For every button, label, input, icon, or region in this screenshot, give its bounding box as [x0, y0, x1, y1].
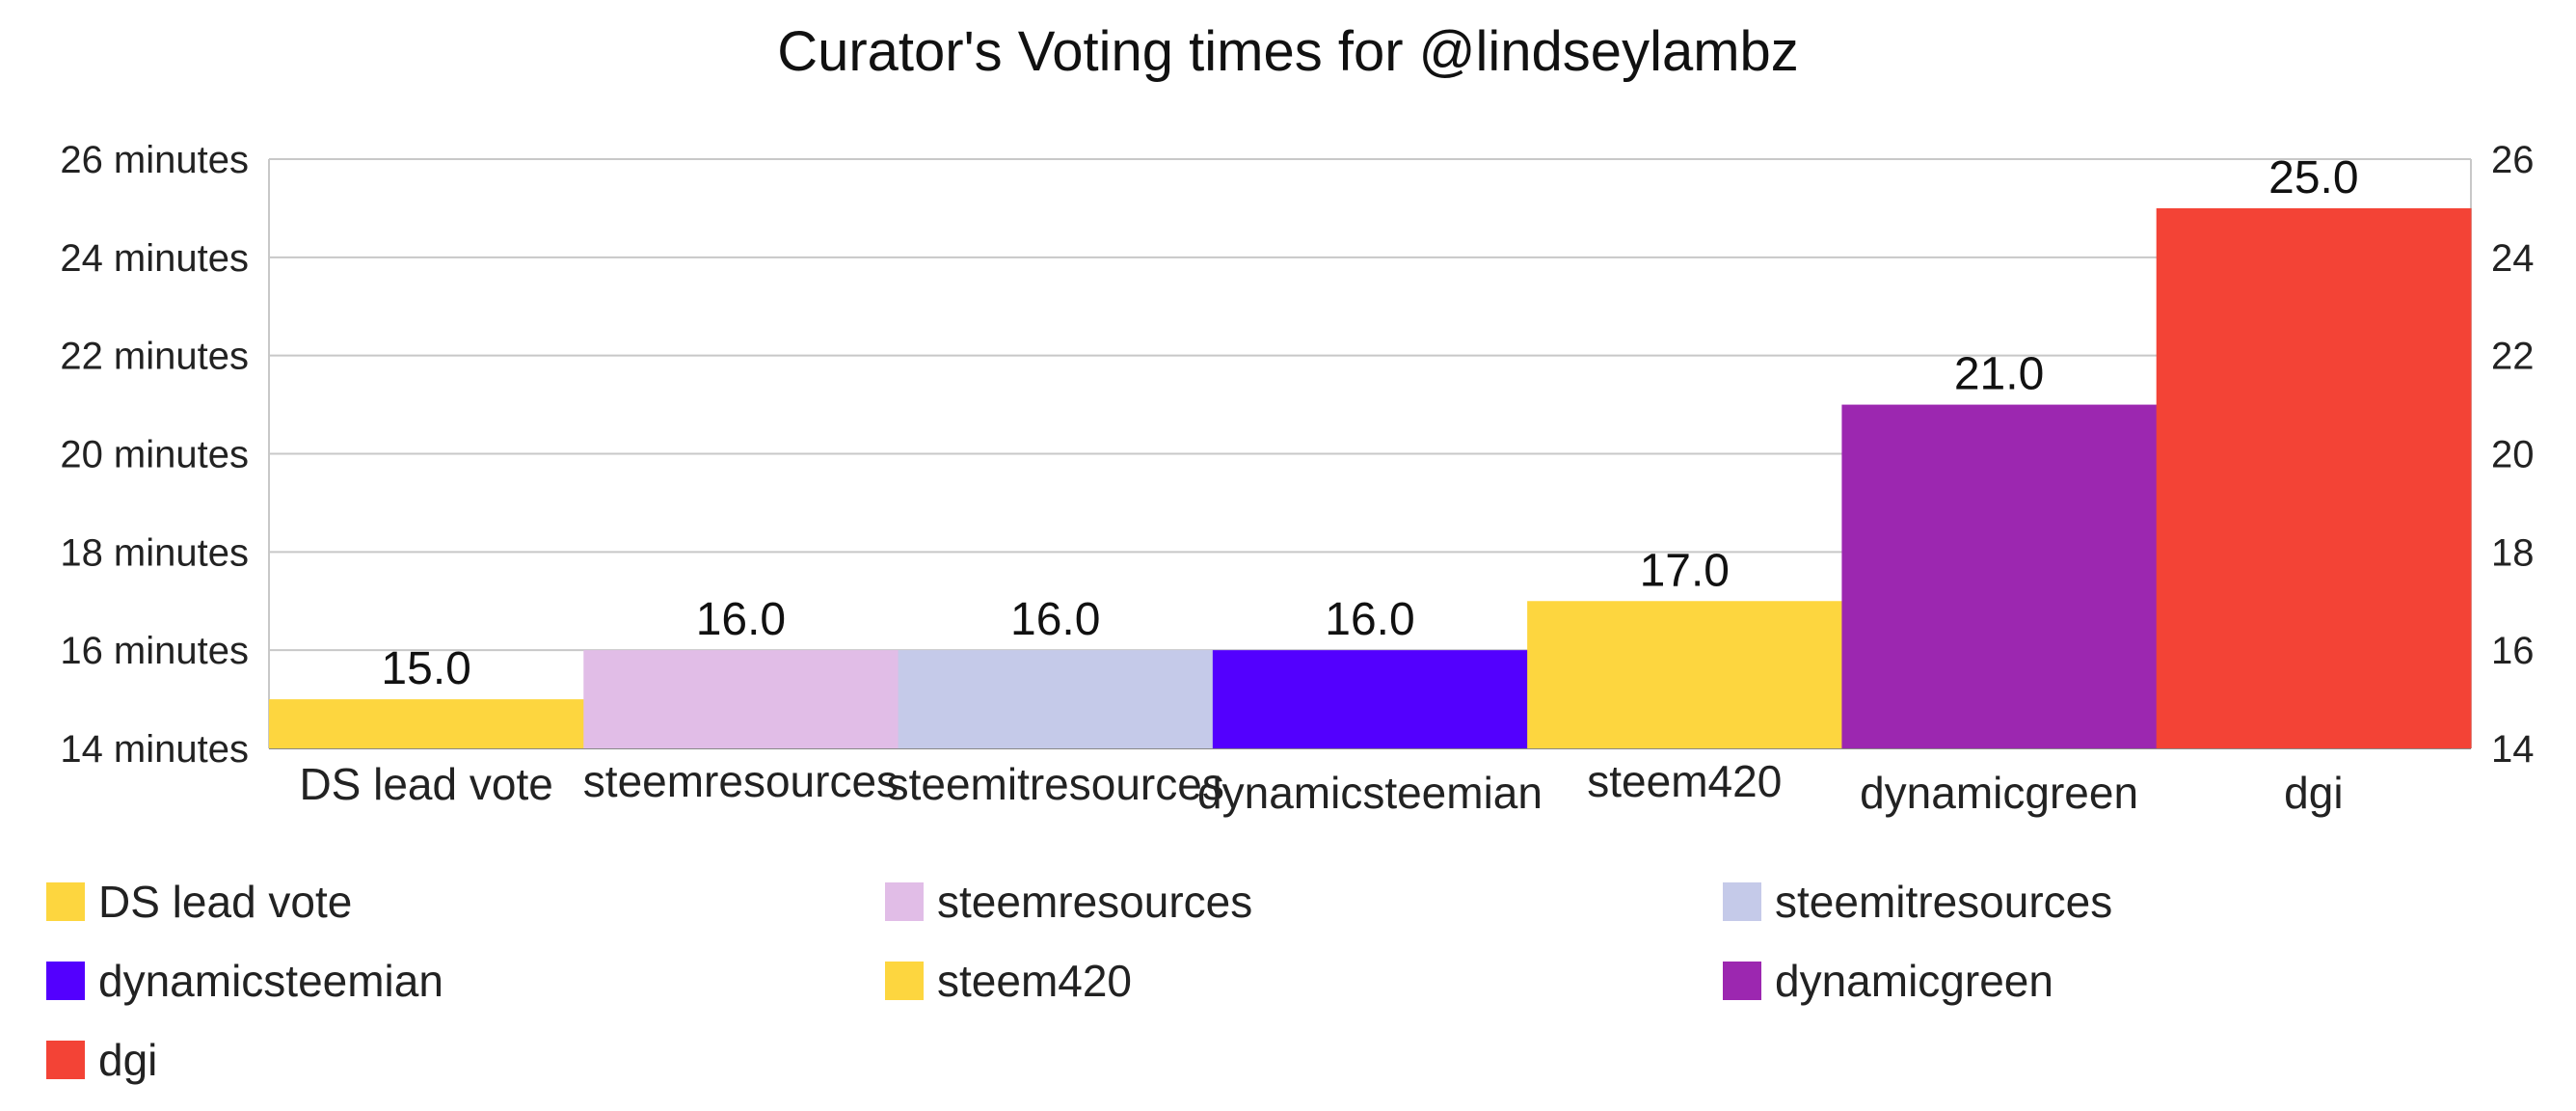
bar — [2156, 207, 2472, 748]
legend-swatch — [1723, 962, 1761, 1000]
y-tick-label-left: 18 minutes — [60, 531, 249, 574]
legend-item: steemitresources — [1723, 877, 2112, 927]
left-y-axis: 14 minutes 16 minutes 18 minutes 20 minutes… — [60, 139, 249, 771]
x-tick-label: dynamicgreen — [1860, 768, 2138, 818]
x-tick-label: DS lead vote — [299, 759, 552, 809]
legend-item: dynamicgreen — [1723, 956, 2053, 1006]
legend-label: DS lead vote — [98, 877, 352, 927]
data-label: 21.0 — [1954, 349, 2044, 400]
value-labels: 15.0 16.0 16.0 16.0 17.0 21.0 25.0 — [381, 152, 2358, 694]
legend-item: DS lead vote — [46, 877, 352, 927]
legend-swatch — [46, 1041, 85, 1079]
bars — [269, 207, 2472, 748]
legend-item: steemresources — [885, 877, 1252, 927]
y-tick-label-left: 24 minutes — [60, 237, 249, 280]
y-tick-label-left: 16 minutes — [60, 630, 249, 672]
y-tick-label-right: 24 — [2491, 237, 2535, 280]
x-tick-label: steemresources — [583, 756, 899, 806]
legend-label: steemitresources — [1775, 877, 2112, 927]
y-tick-label-right: 16 — [2491, 630, 2535, 672]
legend-label: steemresources — [937, 877, 1252, 927]
legend-item: steem420 — [885, 956, 1132, 1006]
right-y-axis: 14 16 18 20 22 24 26 — [2491, 139, 2535, 771]
x-axis-labels: DS lead vote steemresourcessteemitresourc… — [299, 756, 2343, 818]
data-label: 16.0 — [1010, 594, 1100, 645]
data-label: 25.0 — [2268, 152, 2358, 203]
y-tick-label-right: 18 — [2491, 531, 2535, 574]
x-tick-label: dgi — [2284, 768, 2343, 818]
legend-swatch — [1723, 882, 1761, 921]
y-tick-label-right: 20 — [2491, 434, 2535, 476]
legend-item: dynamicsteemian — [46, 956, 443, 1006]
bar — [269, 699, 584, 748]
legend-label: dynamicsteemian — [98, 956, 443, 1006]
bar — [1841, 404, 2158, 748]
legend-item: dgi — [46, 1035, 157, 1085]
y-tick-label-left: 26 minutes — [60, 139, 249, 181]
y-tick-label-left: 22 minutes — [60, 336, 249, 378]
y-tick-label-left: 20 minutes — [60, 434, 249, 476]
chart-title: Curator's Voting times for @lindseylambz — [777, 20, 1799, 83]
legend-swatch — [46, 962, 85, 1000]
y-tick-label-right: 14 — [2491, 728, 2535, 771]
legend-swatch — [46, 882, 85, 921]
x-tick-label: dynamicsteemian — [1197, 768, 1543, 818]
x-tick-label: steemitresources — [887, 759, 1224, 809]
bar — [1212, 650, 1528, 748]
data-label: 15.0 — [381, 643, 470, 694]
x-tick-label: steem420 — [1587, 756, 1782, 806]
y-tick-label-right: 26 — [2491, 139, 2535, 181]
data-label: 17.0 — [1640, 545, 1730, 596]
bar — [898, 650, 1214, 748]
bar — [1527, 601, 1842, 748]
legend-label: steem420 — [937, 956, 1132, 1006]
legend-swatch — [885, 882, 924, 921]
bar — [583, 650, 899, 748]
y-tick-label-left: 14 minutes — [60, 728, 249, 771]
data-label: 16.0 — [1325, 594, 1414, 645]
data-label: 16.0 — [696, 594, 786, 645]
legend-label: dynamicgreen — [1775, 956, 2053, 1006]
legend-swatch — [885, 962, 924, 1000]
legend-label: dgi — [98, 1035, 157, 1085]
y-tick-label-right: 22 — [2491, 336, 2535, 378]
legend: DS lead vote steemresources steemitresourc… — [46, 877, 2112, 1085]
